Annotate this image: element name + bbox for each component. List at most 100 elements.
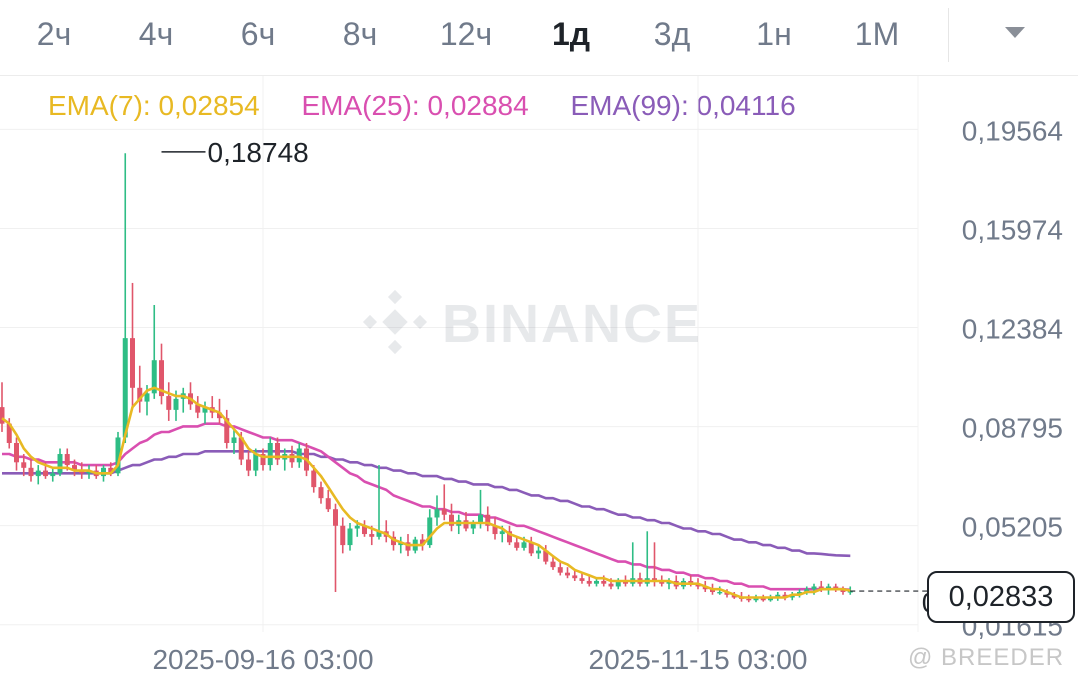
candle-body <box>463 520 469 529</box>
candle-body <box>818 586 824 590</box>
x-tick-label: 2025-11-15 03:00 <box>589 644 808 675</box>
y-tick-label: 0,05205 <box>962 512 1063 543</box>
candle-body <box>594 580 599 584</box>
candle-body <box>369 534 375 537</box>
candle-body <box>521 542 527 548</box>
candle-body <box>449 514 454 526</box>
candle-body <box>543 550 549 562</box>
interval-tabs: 2ч 4ч 6ч 8ч 12ч 1д 3д 1н 1М <box>0 0 1078 76</box>
tab-divider <box>948 8 949 62</box>
candle-body <box>151 360 157 394</box>
tab-12h[interactable]: 12ч <box>439 16 493 52</box>
candle-body <box>173 398 179 410</box>
candle-body <box>311 470 317 488</box>
candle-body <box>137 387 143 402</box>
candle-body <box>768 597 773 601</box>
candle-body <box>253 454 259 471</box>
tab-4h[interactable]: 4ч <box>138 16 174 52</box>
candle-body <box>224 418 230 443</box>
caret-down-icon[interactable] <box>1005 27 1025 38</box>
candle-body <box>470 523 476 529</box>
candle-body <box>6 423 12 443</box>
y-tick-label: 0,15974 <box>962 214 1063 245</box>
candle-body <box>333 509 338 526</box>
candle-body <box>246 459 251 471</box>
candle-body <box>789 594 795 598</box>
candle-body <box>101 467 106 477</box>
candlestick-chart[interactable]: BINANCE 0,19564 0,15974 0,12384 0,08795 0,05… <box>0 76 1078 680</box>
candle-body <box>115 437 121 474</box>
ema25-path <box>2 422 851 592</box>
ema25-line <box>2 422 851 592</box>
candle-body <box>811 586 817 590</box>
candle-body <box>659 580 665 584</box>
candle-body <box>275 442 280 460</box>
candle-body <box>847 591 853 593</box>
candle-body <box>354 525 360 529</box>
candle-body <box>420 539 425 546</box>
ema7-path <box>1 386 851 599</box>
tab-8h[interactable]: 8ч <box>342 16 378 52</box>
ema7-line <box>1 386 851 599</box>
candle-body <box>267 442 273 466</box>
candle-body <box>289 454 295 463</box>
candle-body <box>318 487 324 499</box>
candle-body <box>108 467 114 474</box>
candle-body <box>166 396 172 410</box>
candle-body <box>14 442 19 463</box>
y-tick-label: 0,08795 <box>962 413 1063 444</box>
candle-body <box>601 580 607 584</box>
candle-body <box>260 454 266 466</box>
candle-body <box>833 586 839 590</box>
candle-body <box>325 498 331 510</box>
candle-body <box>717 591 723 594</box>
tab-1w[interactable]: 1н <box>756 16 792 52</box>
ema99-path <box>2 449 851 558</box>
candle-body <box>536 550 541 554</box>
candle-body <box>195 404 201 413</box>
candle-body <box>492 525 498 535</box>
candle-body <box>238 437 244 460</box>
binance-watermark-text: BINANCE <box>442 294 702 354</box>
candle-body <box>586 580 592 584</box>
ema25-label: EMA(25): 0,02884 <box>301 90 529 121</box>
ema-legend: EMA(7): 0,02854 EMA(25): 0,02884 EMA(99)… <box>48 90 830 122</box>
candle-body <box>746 598 752 601</box>
tab-1m[interactable]: 1М <box>854 16 900 52</box>
ema99-line <box>2 449 851 558</box>
tab-3d[interactable]: 3д <box>653 16 691 52</box>
candle-body <box>565 572 570 576</box>
ema7-label: EMA(7): 0,02854 <box>48 90 260 121</box>
candle-body <box>579 578 585 581</box>
x-axis-labels: 2025-09-16 03:00 2025-11-15 03:00 <box>152 644 807 675</box>
candle-body <box>28 467 34 477</box>
current-price-label: 0,02833 <box>927 571 1075 623</box>
x-tick-label: 2025-09-16 03:00 <box>152 644 373 675</box>
candle-body <box>405 542 411 551</box>
tab-2h[interactable]: 2ч <box>36 16 72 52</box>
tab-1d[interactable]: 1д <box>551 16 591 52</box>
candle-body <box>499 531 505 535</box>
candle-body <box>731 594 737 598</box>
candle-body <box>572 575 578 579</box>
candle-body <box>130 338 135 388</box>
breeder-watermark: @ BREEDER <box>908 644 1065 671</box>
candle-body <box>217 412 222 419</box>
candle-body <box>72 465 77 471</box>
candle-body <box>296 448 302 463</box>
candle-body <box>710 589 715 592</box>
tab-6h[interactable]: 6ч <box>240 16 276 52</box>
candle-body <box>441 509 447 515</box>
candle-body <box>826 586 831 590</box>
candle-body <box>122 338 128 438</box>
candle-body <box>231 437 237 443</box>
candle-body <box>57 454 63 474</box>
binance-watermark: BINANCE <box>362 289 702 355</box>
candle-body <box>340 525 346 546</box>
high-marker-label: 0,18748 <box>208 137 309 168</box>
candle-body <box>514 542 520 548</box>
candle-body <box>623 580 628 584</box>
candle-body <box>21 462 27 468</box>
candle-body <box>35 470 41 477</box>
candle-body <box>753 597 759 601</box>
